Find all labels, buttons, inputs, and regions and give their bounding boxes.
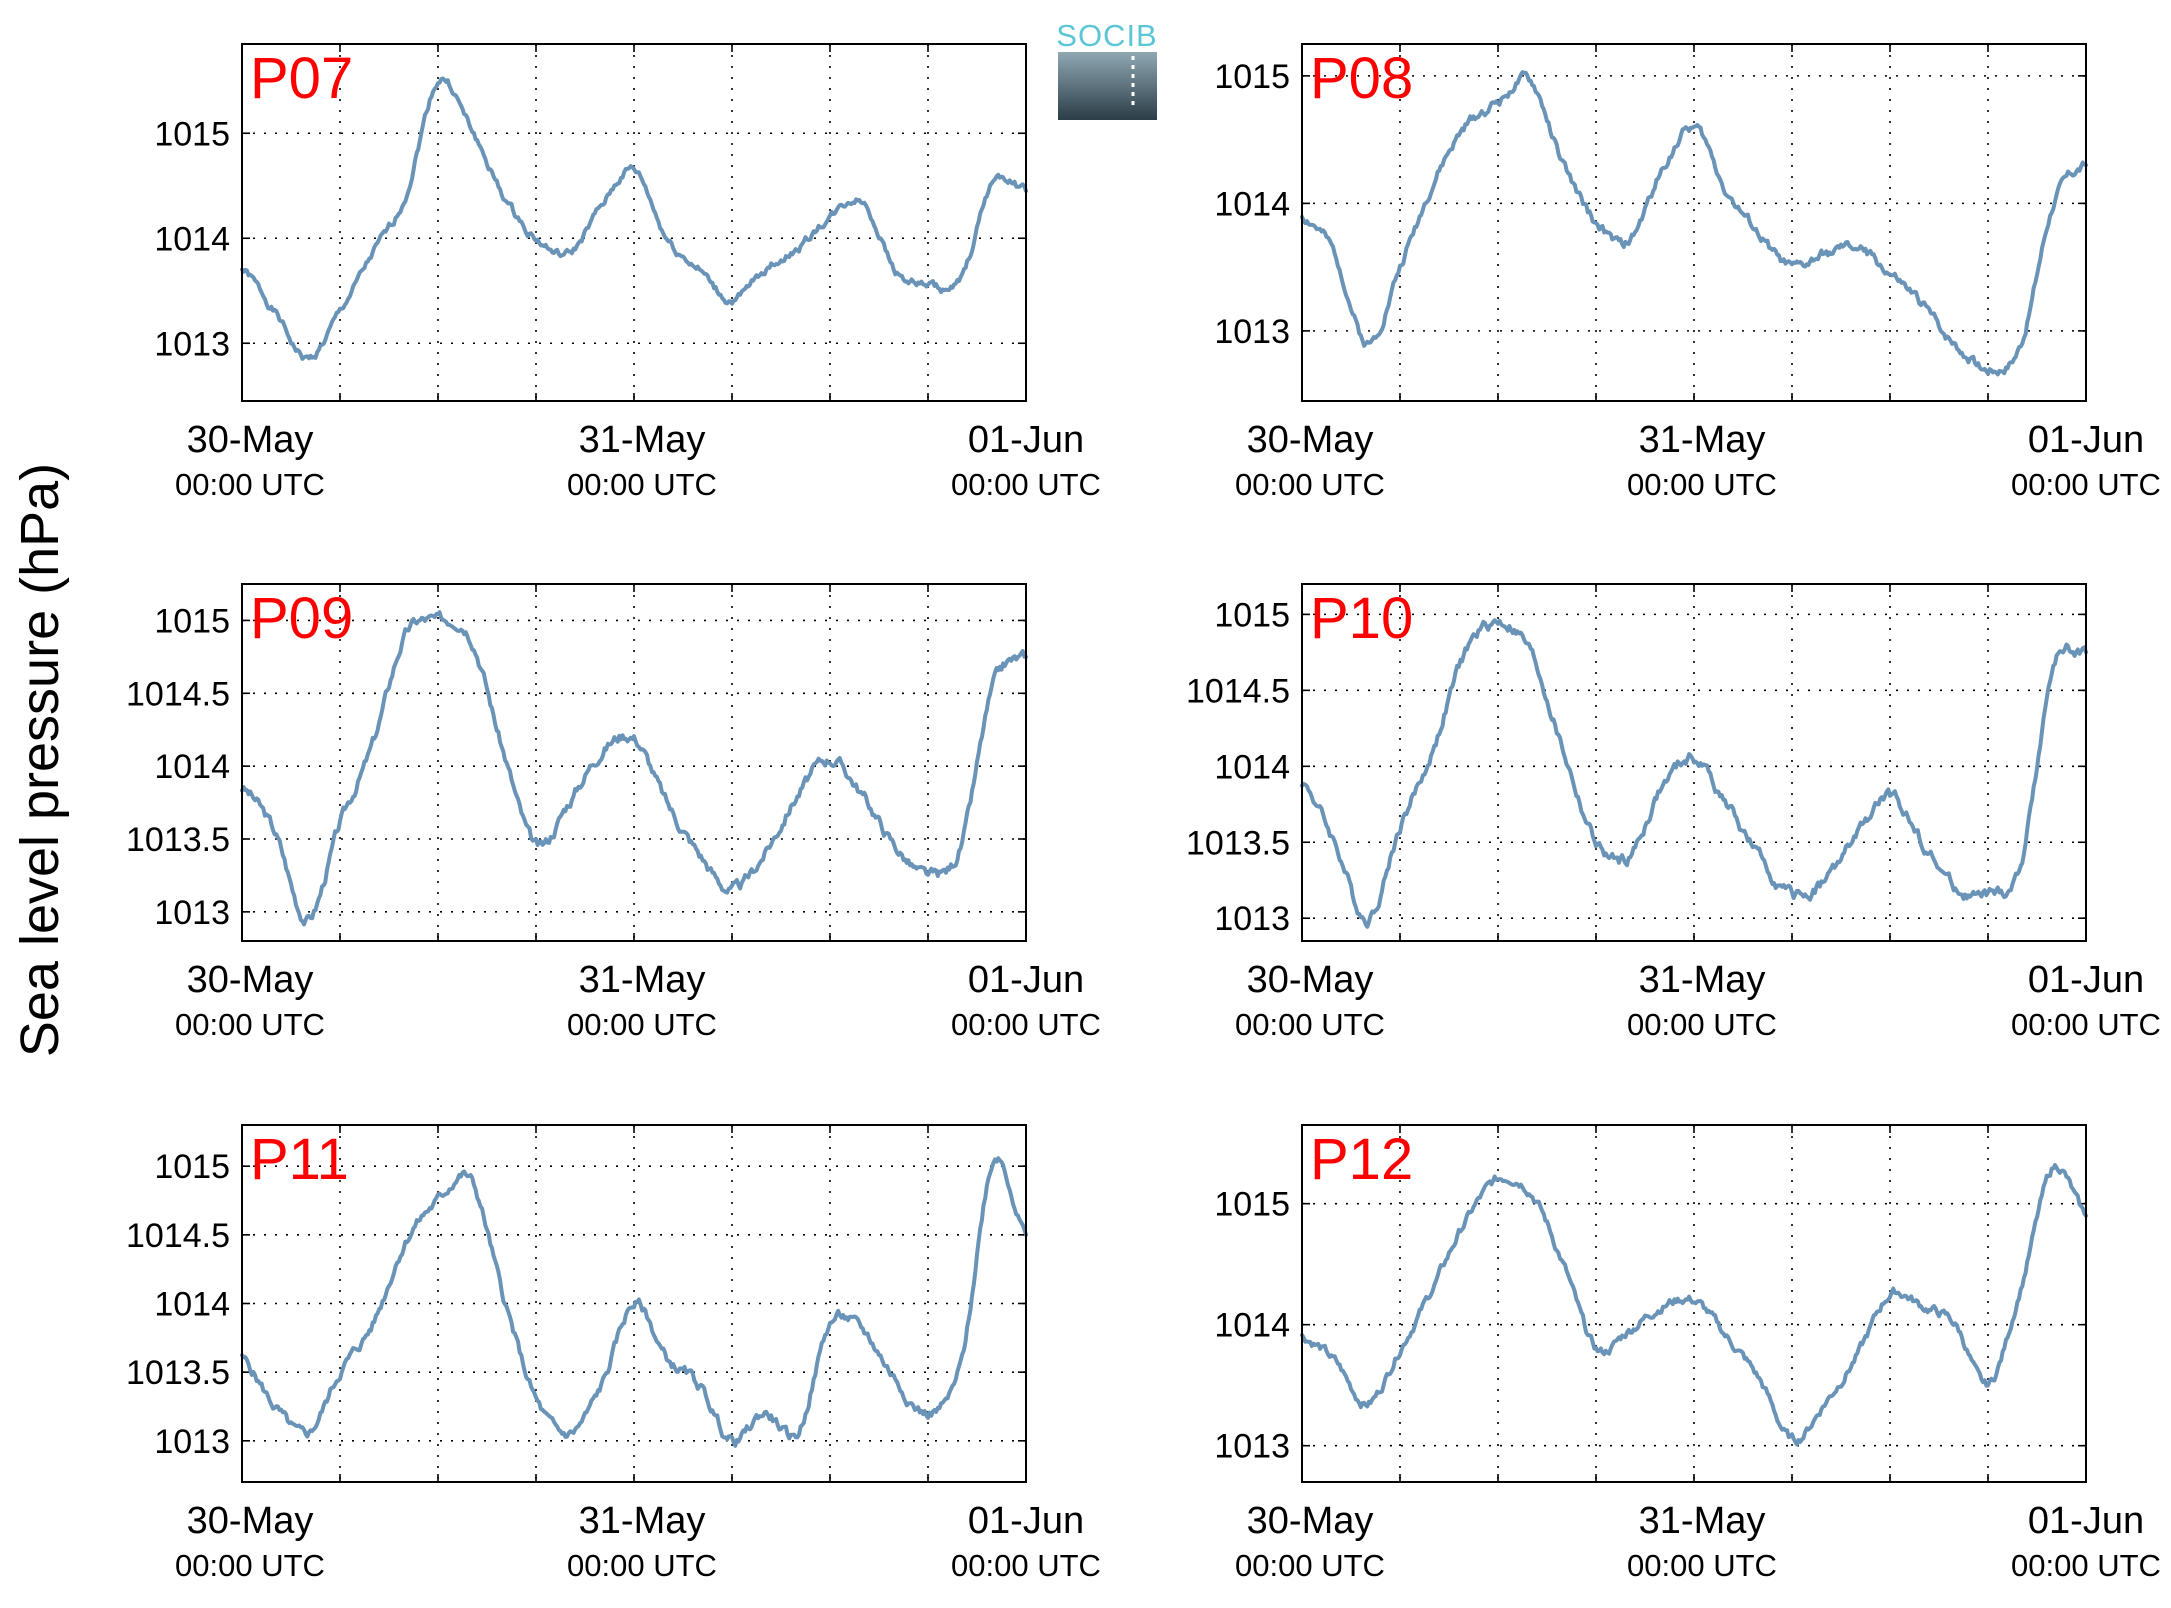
x-tick-label-date: 01-Jun [2028, 419, 2144, 461]
socib-logo-gradient [1058, 52, 1157, 120]
y-tick-label: 1014 [154, 1286, 230, 1324]
x-tick-label-time: 00:00 UTC [2011, 1007, 2161, 1042]
station-label: P10 [1310, 586, 1413, 651]
y-tick-label: 1013 [154, 325, 230, 363]
y-tick-label: 1014 [154, 220, 230, 258]
y-tick-label: 1013 [1214, 1428, 1290, 1466]
x-tick-label-time: 00:00 UTC [175, 467, 325, 502]
y-tick-label: 1015 [1214, 1186, 1290, 1224]
axes-frame [241, 1124, 1027, 1483]
y-tick-label: 1015 [1214, 58, 1290, 96]
y-tick-label: 1015 [154, 115, 230, 153]
y-tick-label: 1015 [154, 1148, 230, 1186]
station-label: P07 [250, 46, 353, 111]
x-tick-label-time: 00:00 UTC [567, 1548, 717, 1583]
y-tick-label: 1013 [1214, 900, 1290, 938]
chart-panel-p07: 1013 1014 1015 30-May 00:00 UTC 31-May 00:00 U… [154, 43, 1101, 502]
x-tick-label-date: 30-May [1247, 1500, 1374, 1542]
y-tick-label: 1013 [1214, 313, 1290, 351]
figure-y-axis-label: Sea level pressure (hPa) [10, 463, 70, 1057]
plot-area [242, 44, 1026, 401]
y-tick-label: 1014 [1214, 1307, 1290, 1345]
x-tick-label-date: 30-May [187, 1500, 314, 1542]
y-tick-label: 1014 [1214, 185, 1290, 223]
y-tick-label: 1013.5 [1186, 824, 1290, 862]
series-line [1300, 1163, 2088, 1447]
x-tick-label-date: 30-May [1247, 959, 1374, 1001]
x-tick-label-time: 00:00 UTC [567, 467, 717, 502]
station-label: P09 [250, 586, 353, 651]
x-tick-label-time: 00:00 UTC [2011, 1548, 2161, 1583]
x-tick-label-date: 30-May [187, 419, 314, 461]
chart-panel-p10: 1013 1013.5 1014 1014.5 1015 30-May 00:00 UTC 3… [1186, 583, 2161, 1042]
x-tick-label-date: 30-May [187, 959, 314, 1001]
series-line [1300, 618, 2088, 929]
socib-logo-text: SOCIB [1056, 18, 1157, 53]
station-label: P12 [1310, 1127, 1413, 1192]
axes-frame [1301, 1124, 2087, 1483]
series-line [240, 610, 1028, 927]
x-tick-label-time: 00:00 UTC [1627, 467, 1777, 502]
axes-frame [1301, 583, 2087, 942]
x-tick-label-date: 01-Jun [968, 959, 1084, 1001]
y-tick-label: 1014.5 [1186, 672, 1290, 710]
x-tick-label-date: 01-Jun [968, 1500, 1084, 1542]
station-label: P11 [250, 1127, 349, 1192]
y-tick-label: 1015 [154, 602, 230, 640]
y-tick-label: 1013 [154, 894, 230, 932]
series-line [240, 1156, 1028, 1448]
axes-frame [241, 583, 1027, 942]
x-tick-label-time: 00:00 UTC [567, 1007, 717, 1042]
y-tick-label: 1013.5 [126, 821, 230, 859]
y-tick-label: 1014 [154, 748, 230, 786]
x-tick-label-date: 31-May [1639, 419, 1766, 461]
x-tick-label-date: 31-May [579, 419, 706, 461]
y-tick-label: 1015 [1214, 596, 1290, 634]
x-tick-label-date: 01-Jun [2028, 1500, 2144, 1542]
x-tick-label-date: 31-May [579, 959, 706, 1001]
x-tick-label-time: 00:00 UTC [951, 1548, 1101, 1583]
chart-panel-p12: 1013 1014 1015 30-May 00:00 UTC 31-May 00:00 U… [1214, 1124, 2161, 1583]
y-tick-label: 1013.5 [126, 1354, 230, 1392]
x-tick-label-time: 00:00 UTC [1235, 1007, 1385, 1042]
plot-area [242, 584, 1026, 941]
x-tick-label-time: 00:00 UTC [1235, 1548, 1385, 1583]
series-line [240, 76, 1028, 361]
station-label: P08 [1310, 46, 1413, 111]
x-tick-label-time: 00:00 UTC [1627, 1007, 1777, 1042]
chart-panel-p08: 1013 1014 1015 30-May 00:00 UTC 31-May 00:00 U… [1214, 43, 2161, 502]
axes-frame [1301, 43, 2087, 402]
y-tick-label: 1014.5 [126, 675, 230, 713]
x-tick-label-date: 31-May [1639, 1500, 1766, 1542]
x-tick-label-date: 30-May [1247, 419, 1374, 461]
x-tick-label-time: 00:00 UTC [1235, 467, 1385, 502]
x-tick-label-date: 01-Jun [2028, 959, 2144, 1001]
socib-logo: SOCIB [1056, 18, 1157, 120]
x-tick-label-date: 01-Jun [968, 419, 1084, 461]
x-tick-label-time: 00:00 UTC [175, 1007, 325, 1042]
x-tick-label-time: 00:00 UTC [175, 1548, 325, 1583]
y-tick-label: 1014 [1214, 748, 1290, 786]
x-tick-label-date: 31-May [1639, 959, 1766, 1001]
chart-panel-p09: 1013 1013.5 1014 1014.5 1015 30-May 00:00 UTC 3… [126, 583, 1101, 1042]
x-tick-label-date: 31-May [579, 1500, 706, 1542]
axes-frame [241, 43, 1027, 402]
x-tick-label-time: 00:00 UTC [951, 1007, 1101, 1042]
y-tick-label: 1014.5 [126, 1217, 230, 1255]
x-tick-label-time: 00:00 UTC [951, 467, 1101, 502]
x-tick-label-time: 00:00 UTC [1627, 1548, 1777, 1583]
y-tick-label: 1013 [154, 1423, 230, 1461]
chart-panel-p11: 1013 1013.5 1014 1014.5 1015 30-May 00:00 UTC 3… [126, 1124, 1101, 1583]
series-line [1300, 70, 2088, 377]
x-tick-label-time: 00:00 UTC [2011, 467, 2161, 502]
